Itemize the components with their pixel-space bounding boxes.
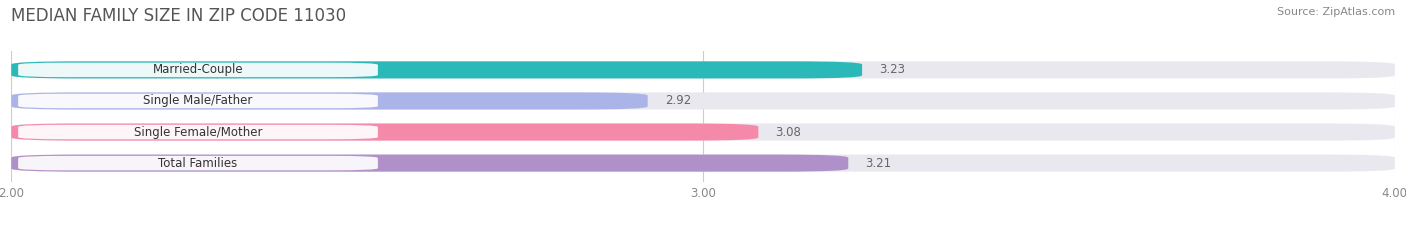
FancyBboxPatch shape [18,94,378,108]
Text: Single Male/Father: Single Male/Father [143,94,253,107]
Text: 3.23: 3.23 [879,63,905,76]
FancyBboxPatch shape [11,154,848,172]
Text: 3.21: 3.21 [866,157,891,170]
FancyBboxPatch shape [18,63,378,77]
FancyBboxPatch shape [11,61,1395,79]
Text: Single Female/Mother: Single Female/Mother [134,126,263,139]
FancyBboxPatch shape [11,154,1395,172]
Text: 3.08: 3.08 [776,126,801,139]
FancyBboxPatch shape [18,125,378,139]
Text: Total Families: Total Families [159,157,238,170]
FancyBboxPatch shape [11,93,648,110]
FancyBboxPatch shape [18,156,378,170]
Text: MEDIAN FAMILY SIZE IN ZIP CODE 11030: MEDIAN FAMILY SIZE IN ZIP CODE 11030 [11,7,346,25]
Text: Married-Couple: Married-Couple [153,63,243,76]
FancyBboxPatch shape [11,93,1395,110]
FancyBboxPatch shape [11,61,862,79]
FancyBboxPatch shape [11,123,1395,140]
FancyBboxPatch shape [11,123,758,140]
Text: Source: ZipAtlas.com: Source: ZipAtlas.com [1277,7,1395,17]
Text: 2.92: 2.92 [665,94,692,107]
